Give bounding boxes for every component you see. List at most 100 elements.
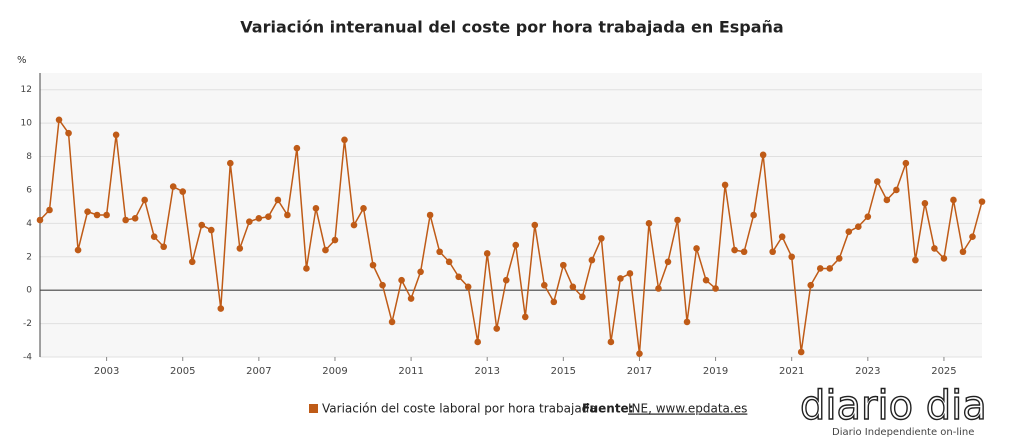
series-line <box>39 117 983 354</box>
data-point <box>626 270 634 277</box>
source[interactable]: INE, www.epdata.es <box>628 402 747 416</box>
data-point <box>845 228 853 236</box>
data-point <box>874 178 881 185</box>
x-tick-label: 2003 <box>94 366 119 377</box>
source-label: Fuente: <box>582 402 634 416</box>
data-point <box>103 211 110 219</box>
data-point <box>274 196 282 204</box>
data-point <box>407 295 415 302</box>
data-point <box>521 313 529 321</box>
data-point <box>293 144 301 152</box>
data-point <box>959 248 967 256</box>
data-point <box>721 181 729 189</box>
data-point <box>303 265 310 272</box>
data-point <box>769 248 776 256</box>
x-tick-label: 2017 <box>627 366 652 377</box>
data-point <box>702 276 710 284</box>
data-point <box>969 233 976 241</box>
y-tick-label: 12 <box>21 85 32 95</box>
data-point <box>912 256 919 264</box>
data-point <box>426 211 434 219</box>
data-point <box>246 218 253 225</box>
data-point <box>93 211 101 219</box>
data-point <box>36 216 44 224</box>
x-tick-label: 2007 <box>246 366 271 377</box>
data-point <box>683 318 691 326</box>
data-point <box>797 348 805 356</box>
data-point <box>84 208 91 215</box>
x-tick-label: 2009 <box>322 366 347 377</box>
data-point <box>417 268 424 276</box>
data-point <box>950 196 957 204</box>
data-point <box>931 245 938 252</box>
data-point <box>541 281 548 289</box>
data-point <box>388 318 396 326</box>
x-tick-label: 2013 <box>474 366 499 377</box>
data-point <box>607 338 615 346</box>
data-point <box>664 258 672 266</box>
data-point <box>188 258 196 266</box>
x-tick-label: 2015 <box>551 366 576 377</box>
data-point <box>122 216 129 224</box>
data-point <box>474 338 481 346</box>
data-point <box>131 215 139 222</box>
y-tick-label: 8 <box>26 152 32 162</box>
data-point <box>360 205 367 212</box>
data-point <box>588 256 596 264</box>
data-point <box>379 281 386 289</box>
data-point <box>807 281 815 289</box>
data-point <box>645 220 653 227</box>
y-tick-label: 10 <box>21 119 33 129</box>
data-point <box>855 223 862 230</box>
data-point <box>284 211 291 219</box>
data-point <box>550 298 558 306</box>
data-point <box>207 226 215 234</box>
data-point <box>740 248 748 256</box>
data-point <box>598 235 605 242</box>
data-point <box>816 265 824 272</box>
x-tick-label: 2011 <box>398 366 423 377</box>
data-point <box>512 241 520 249</box>
data-point <box>255 215 263 222</box>
data-point <box>835 255 843 262</box>
data-point <box>436 248 443 256</box>
logo: diario dia <box>800 383 987 429</box>
data-point <box>788 253 795 261</box>
y-tick-label: 2 <box>26 252 32 262</box>
legend-label: Variación del coste laboral por hora tra… <box>322 402 597 416</box>
data-point <box>655 285 662 292</box>
data-point <box>826 265 834 272</box>
y-tick-label: 0 <box>26 286 32 296</box>
data-point <box>312 205 320 212</box>
data-point <box>141 196 148 204</box>
data-point <box>750 211 757 219</box>
chart-title: Variación interanual del coste por hora … <box>240 18 783 37</box>
data-point <box>893 186 900 194</box>
data-point <box>112 131 120 139</box>
data-point <box>712 285 719 292</box>
y-tick-label: 6 <box>26 185 32 195</box>
x-tick-label: 2005 <box>170 366 195 377</box>
data-point <box>398 276 405 284</box>
data-point <box>160 243 167 251</box>
data-point <box>883 196 891 204</box>
data-point <box>636 350 643 357</box>
data-point <box>217 305 225 312</box>
data-point <box>864 213 872 220</box>
data-point <box>502 276 510 284</box>
data-point <box>978 198 986 205</box>
data-point <box>560 261 567 269</box>
x-tick-label: 2021 <box>779 366 804 377</box>
x-tick-label: 2023 <box>855 366 880 377</box>
data-point <box>341 136 348 144</box>
data-point <box>350 221 358 229</box>
data-point <box>445 258 453 266</box>
data-point <box>150 233 158 241</box>
data-point <box>693 245 700 252</box>
data-point <box>322 246 329 254</box>
data-point <box>759 151 767 159</box>
data-point <box>179 188 187 195</box>
data-point <box>46 206 53 214</box>
data-point <box>74 246 82 254</box>
